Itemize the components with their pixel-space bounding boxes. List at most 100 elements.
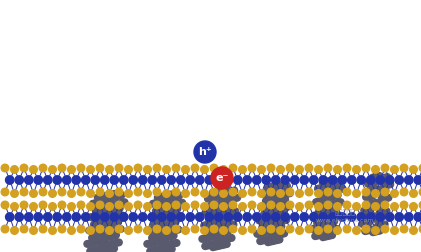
Circle shape	[201, 166, 208, 173]
Circle shape	[34, 213, 43, 221]
Circle shape	[186, 176, 195, 184]
Circle shape	[258, 230, 265, 236]
Circle shape	[30, 227, 37, 234]
Circle shape	[149, 240, 155, 246]
Circle shape	[364, 227, 371, 234]
Circle shape	[270, 199, 277, 205]
Circle shape	[152, 213, 159, 219]
Circle shape	[120, 212, 126, 219]
Circle shape	[173, 227, 179, 233]
Circle shape	[113, 240, 120, 246]
Circle shape	[158, 222, 165, 229]
Circle shape	[205, 195, 211, 202]
Circle shape	[329, 232, 336, 238]
Circle shape	[281, 183, 288, 190]
Circle shape	[318, 224, 325, 230]
Circle shape	[329, 227, 336, 233]
Circle shape	[213, 240, 220, 247]
Circle shape	[221, 228, 227, 235]
Circle shape	[99, 206, 106, 213]
Circle shape	[149, 200, 156, 207]
Circle shape	[419, 164, 421, 172]
Circle shape	[208, 208, 214, 214]
Circle shape	[282, 204, 289, 210]
Circle shape	[204, 235, 210, 241]
Circle shape	[104, 229, 110, 235]
Circle shape	[218, 226, 224, 233]
Circle shape	[372, 166, 379, 173]
Circle shape	[163, 208, 169, 215]
Circle shape	[383, 195, 389, 202]
Circle shape	[315, 190, 322, 197]
Circle shape	[203, 209, 209, 215]
Circle shape	[264, 189, 271, 196]
Circle shape	[324, 164, 332, 172]
Circle shape	[266, 236, 273, 242]
Circle shape	[335, 199, 342, 206]
Circle shape	[259, 225, 265, 231]
Circle shape	[228, 235, 235, 241]
Circle shape	[115, 201, 121, 207]
Circle shape	[369, 226, 376, 233]
Circle shape	[97, 248, 104, 252]
Circle shape	[305, 225, 313, 233]
Circle shape	[96, 164, 104, 172]
Circle shape	[162, 218, 169, 225]
Circle shape	[49, 166, 56, 173]
Circle shape	[162, 206, 168, 212]
Circle shape	[167, 207, 174, 214]
Circle shape	[91, 226, 97, 233]
Circle shape	[221, 236, 228, 243]
Circle shape	[113, 232, 119, 238]
Circle shape	[277, 203, 284, 210]
Circle shape	[58, 225, 66, 233]
Circle shape	[164, 229, 170, 235]
Circle shape	[274, 232, 281, 238]
Circle shape	[267, 201, 275, 209]
Circle shape	[327, 232, 333, 239]
Circle shape	[155, 220, 162, 227]
Circle shape	[309, 176, 318, 184]
Circle shape	[330, 193, 336, 199]
Circle shape	[243, 213, 251, 221]
Circle shape	[290, 176, 299, 184]
Circle shape	[109, 194, 116, 200]
Circle shape	[11, 190, 18, 197]
Circle shape	[381, 164, 389, 172]
Circle shape	[166, 204, 173, 211]
Circle shape	[267, 164, 275, 172]
Circle shape	[229, 164, 237, 172]
Circle shape	[262, 190, 269, 197]
Circle shape	[227, 201, 233, 208]
Circle shape	[272, 198, 279, 205]
Text: www.elecfans.com: www.elecfans.com	[316, 217, 374, 223]
Circle shape	[210, 188, 218, 196]
Circle shape	[208, 215, 215, 222]
Circle shape	[265, 197, 272, 204]
Circle shape	[107, 204, 113, 211]
Circle shape	[364, 214, 370, 221]
Circle shape	[157, 199, 163, 205]
Circle shape	[92, 213, 99, 219]
Circle shape	[368, 188, 374, 194]
Circle shape	[383, 208, 390, 214]
Circle shape	[94, 246, 101, 252]
Circle shape	[327, 180, 334, 187]
Circle shape	[39, 164, 47, 172]
Circle shape	[96, 233, 102, 239]
Circle shape	[220, 203, 227, 210]
Circle shape	[95, 225, 102, 232]
Circle shape	[39, 201, 47, 209]
Circle shape	[115, 218, 121, 225]
Circle shape	[263, 216, 269, 222]
Circle shape	[265, 215, 272, 222]
Circle shape	[115, 213, 121, 220]
Circle shape	[162, 247, 168, 252]
Circle shape	[93, 233, 100, 240]
Circle shape	[215, 219, 221, 226]
Circle shape	[410, 203, 417, 210]
Circle shape	[272, 196, 278, 202]
Circle shape	[106, 227, 113, 234]
Circle shape	[214, 206, 221, 213]
Circle shape	[96, 238, 102, 245]
